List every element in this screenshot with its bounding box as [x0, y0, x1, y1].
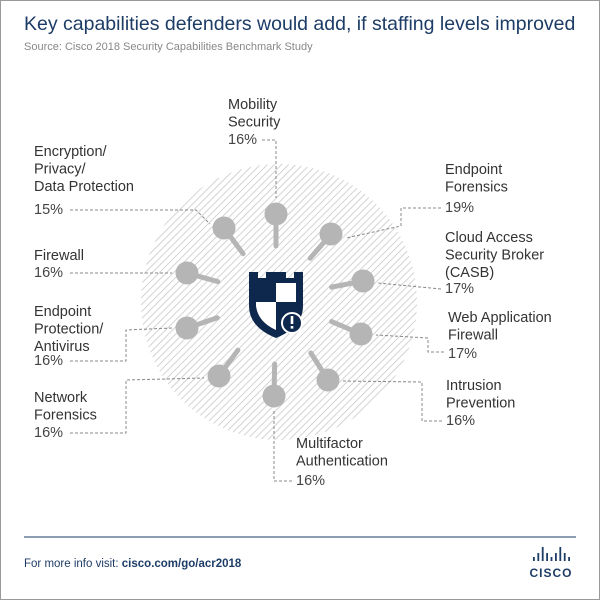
- logo-bar: [568, 557, 570, 561]
- item-label: Encryption/: [34, 144, 108, 160]
- leader-line: [70, 327, 173, 362]
- pin-stem: [329, 319, 357, 334]
- item-label: Endpoint: [34, 304, 91, 320]
- item-label: Firewall: [448, 327, 498, 343]
- shield-icon: [249, 272, 303, 338]
- pin-stem: [192, 315, 220, 328]
- item-label: Cloud Access: [445, 230, 533, 246]
- item-label: Security Broker: [445, 247, 544, 263]
- pin-stem: [308, 350, 327, 376]
- pin-stem: [329, 280, 358, 290]
- item-value: 17%: [445, 281, 474, 297]
- logo-bar: [546, 553, 548, 561]
- pin-stem: [192, 272, 221, 285]
- footer-link: cisco.com/go/acr2018: [122, 558, 242, 570]
- logo-bar: [550, 557, 553, 561]
- item-label: Security: [228, 114, 281, 130]
- leader-line: [345, 207, 441, 239]
- leader-line: [70, 377, 205, 434]
- logo-bar: [559, 547, 562, 561]
- footer-prefix: For more info visit:: [24, 558, 122, 570]
- item-value: 16%: [446, 413, 475, 429]
- item-value: 16%: [228, 132, 257, 148]
- item-label: Network: [34, 390, 88, 406]
- pin-knob: [175, 261, 199, 285]
- item-label: Intrusion: [446, 378, 502, 394]
- pin-knob: [264, 202, 288, 226]
- item-value: 16%: [34, 425, 63, 441]
- leader-line: [273, 411, 292, 482]
- pins: [175, 202, 375, 408]
- item-value: 16%: [34, 265, 63, 281]
- pin-stem: [307, 237, 329, 261]
- item-value: 16%: [296, 473, 325, 489]
- item-label: Mobility: [228, 97, 278, 113]
- item-label: Multifactor: [296, 436, 363, 452]
- pin-knob: [207, 364, 231, 388]
- logo-bar: [541, 547, 544, 561]
- item-value: 15%: [34, 202, 63, 218]
- logo-bar: [555, 553, 557, 561]
- item-label: Firewall: [34, 248, 84, 264]
- item-label: Authentication: [296, 453, 388, 469]
- pin-stem: [221, 347, 241, 373]
- item-value: 17%: [448, 346, 477, 362]
- pin-knob: [212, 216, 236, 240]
- title: Key capabilities defenders would add, if…: [24, 13, 575, 35]
- item-label: Data Protection: [34, 179, 134, 195]
- leader-line: [262, 139, 277, 198]
- item-label: Privacy/: [34, 161, 87, 177]
- pin-knob: [319, 222, 343, 246]
- cisco-logo: [533, 547, 570, 561]
- pin-knob: [316, 368, 340, 392]
- pin-knob: [262, 384, 286, 408]
- leader-line: [375, 334, 444, 353]
- source: Source: Cisco 2018 Security Capabilities…: [24, 41, 313, 53]
- item-value: 19%: [445, 200, 474, 216]
- pin-knob: [351, 269, 375, 293]
- leader-line: [377, 282, 442, 290]
- item-value: 16%: [34, 353, 63, 369]
- item-label: Forensics: [34, 407, 97, 423]
- pin-stem: [226, 231, 246, 257]
- item-label: Prevention: [446, 395, 515, 411]
- leader-line: [70, 209, 211, 225]
- logo-bar: [533, 557, 535, 561]
- item-label: Web Application: [448, 310, 552, 326]
- logo-bar: [537, 553, 540, 561]
- labels: MobilitySecurity16%EndpointForensics19%C…: [34, 97, 552, 489]
- logo-text: CISCO: [529, 566, 572, 580]
- leader-line: [342, 380, 442, 422]
- item-label: Protection/: [34, 321, 104, 337]
- item-label: Endpoint: [445, 162, 502, 178]
- pin-knob: [175, 316, 199, 340]
- footer-text: For more info visit: cisco.com/go/acr201…: [24, 558, 242, 570]
- item-label: Forensics: [445, 179, 508, 195]
- item-label: (CASB): [445, 265, 494, 281]
- logo-bar: [563, 553, 566, 561]
- pin-knob: [349, 322, 373, 346]
- item-label: Antivirus: [34, 339, 90, 355]
